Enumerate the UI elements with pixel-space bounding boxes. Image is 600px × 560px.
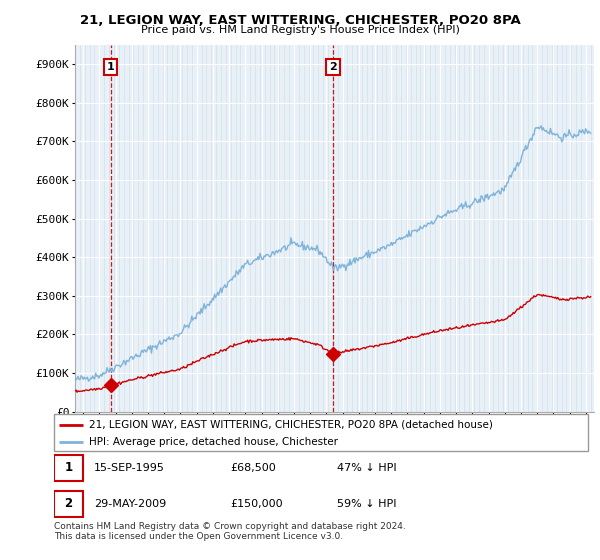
Text: 59% ↓ HPI: 59% ↓ HPI xyxy=(337,499,397,509)
Text: £68,500: £68,500 xyxy=(230,463,276,473)
Text: 15-SEP-1995: 15-SEP-1995 xyxy=(94,463,165,473)
Text: 21, LEGION WAY, EAST WITTERING, CHICHESTER, PO20 8PA (detached house): 21, LEGION WAY, EAST WITTERING, CHICHEST… xyxy=(89,419,493,430)
Text: Price paid vs. HM Land Registry's House Price Index (HPI): Price paid vs. HM Land Registry's House … xyxy=(140,25,460,35)
Bar xyxy=(54,455,83,480)
Text: 47% ↓ HPI: 47% ↓ HPI xyxy=(337,463,397,473)
Text: £150,000: £150,000 xyxy=(230,499,283,509)
Text: 2: 2 xyxy=(329,62,337,72)
Text: Contains HM Land Registry data © Crown copyright and database right 2024.
This d: Contains HM Land Registry data © Crown c… xyxy=(54,522,406,542)
Text: 1: 1 xyxy=(65,461,73,474)
Bar xyxy=(54,491,83,517)
Text: 1: 1 xyxy=(107,62,115,72)
Text: 2: 2 xyxy=(65,497,73,510)
Text: HPI: Average price, detached house, Chichester: HPI: Average price, detached house, Chic… xyxy=(89,437,338,447)
Text: 29-MAY-2009: 29-MAY-2009 xyxy=(94,499,166,509)
Text: 21, LEGION WAY, EAST WITTERING, CHICHESTER, PO20 8PA: 21, LEGION WAY, EAST WITTERING, CHICHEST… xyxy=(80,14,520,27)
